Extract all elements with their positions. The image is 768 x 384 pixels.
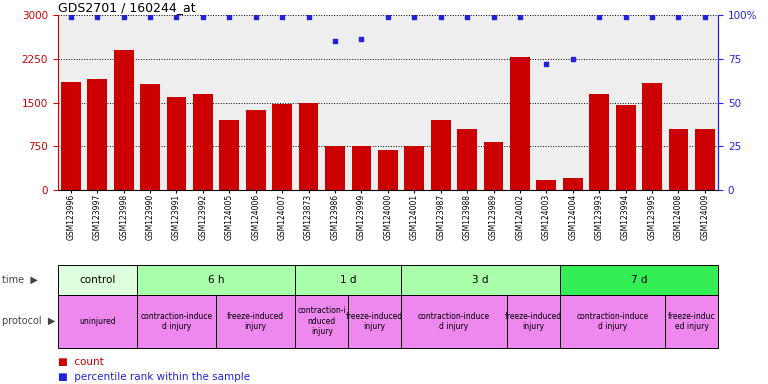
Point bbox=[567, 56, 579, 62]
Point bbox=[620, 14, 632, 20]
Bar bbox=[642, 83, 662, 190]
Text: ■  count: ■ count bbox=[58, 357, 104, 367]
Bar bbox=[299, 103, 319, 190]
Point bbox=[514, 14, 526, 20]
Bar bbox=[668, 129, 688, 190]
Text: 3 d: 3 d bbox=[472, 275, 488, 285]
Bar bbox=[246, 109, 266, 190]
Bar bbox=[140, 84, 160, 190]
Point bbox=[540, 61, 552, 67]
Bar bbox=[616, 106, 635, 190]
Bar bbox=[296, 265, 401, 295]
Bar bbox=[695, 129, 715, 190]
Text: protocol  ▶: protocol ▶ bbox=[2, 316, 55, 326]
Bar bbox=[457, 129, 477, 190]
Point bbox=[488, 14, 500, 20]
Bar bbox=[484, 142, 503, 190]
Point bbox=[144, 14, 156, 20]
Bar bbox=[401, 295, 507, 348]
Text: contraction-induce
d injury: contraction-induce d injury bbox=[141, 311, 213, 331]
Point bbox=[408, 14, 420, 20]
Text: 1 d: 1 d bbox=[340, 275, 356, 285]
Bar bbox=[272, 104, 292, 190]
Bar bbox=[560, 265, 718, 295]
Bar bbox=[431, 120, 451, 190]
Point bbox=[65, 14, 77, 20]
Bar bbox=[560, 295, 665, 348]
Point bbox=[118, 14, 130, 20]
Bar bbox=[507, 295, 560, 348]
Bar bbox=[193, 94, 213, 190]
Point bbox=[672, 14, 684, 20]
Bar bbox=[536, 180, 556, 190]
Bar bbox=[167, 97, 187, 190]
Point bbox=[699, 14, 711, 20]
Bar bbox=[510, 57, 530, 190]
Point bbox=[170, 14, 183, 20]
Text: freeze-induced
injury: freeze-induced injury bbox=[505, 311, 561, 331]
Bar bbox=[58, 295, 137, 348]
Point bbox=[276, 14, 288, 20]
Bar bbox=[61, 82, 81, 190]
Point bbox=[329, 38, 341, 44]
Text: control: control bbox=[79, 275, 115, 285]
Bar bbox=[589, 94, 609, 190]
Bar bbox=[401, 265, 560, 295]
Text: contraction-induce
d injury: contraction-induce d injury bbox=[576, 311, 648, 331]
Text: freeze-induced
injury: freeze-induced injury bbox=[227, 311, 284, 331]
Text: 6 h: 6 h bbox=[208, 275, 224, 285]
Point bbox=[356, 36, 368, 43]
Bar bbox=[378, 151, 398, 190]
Text: 7 d: 7 d bbox=[631, 275, 647, 285]
Text: ■  percentile rank within the sample: ■ percentile rank within the sample bbox=[58, 372, 250, 382]
Bar bbox=[665, 295, 718, 348]
Text: contraction-i
nduced
injury: contraction-i nduced injury bbox=[297, 306, 346, 336]
Text: contraction-induce
d injury: contraction-induce d injury bbox=[418, 311, 490, 331]
Point bbox=[250, 14, 262, 20]
Text: freeze-induced
injury: freeze-induced injury bbox=[346, 311, 403, 331]
Point bbox=[646, 14, 658, 20]
Point bbox=[197, 14, 209, 20]
Bar bbox=[220, 120, 239, 190]
Bar bbox=[58, 265, 137, 295]
Bar bbox=[296, 295, 348, 348]
Point bbox=[91, 14, 104, 20]
Point bbox=[303, 14, 315, 20]
Bar bbox=[325, 146, 345, 190]
Bar bbox=[404, 146, 424, 190]
Point bbox=[435, 14, 447, 20]
Bar bbox=[137, 295, 216, 348]
Bar bbox=[352, 146, 371, 190]
Point bbox=[461, 14, 473, 20]
Bar bbox=[114, 50, 134, 190]
Bar bbox=[216, 295, 296, 348]
Text: GDS2701 / 160244_at: GDS2701 / 160244_at bbox=[58, 1, 195, 14]
Text: uninjured: uninjured bbox=[79, 317, 115, 326]
Text: time  ▶: time ▶ bbox=[2, 275, 38, 285]
Text: freeze-induc
ed injury: freeze-induc ed injury bbox=[668, 311, 716, 331]
Point bbox=[223, 14, 236, 20]
Point bbox=[382, 14, 394, 20]
Bar bbox=[563, 178, 583, 190]
Bar bbox=[137, 265, 296, 295]
Point bbox=[593, 14, 605, 20]
Bar bbox=[348, 295, 401, 348]
Bar bbox=[88, 79, 107, 190]
